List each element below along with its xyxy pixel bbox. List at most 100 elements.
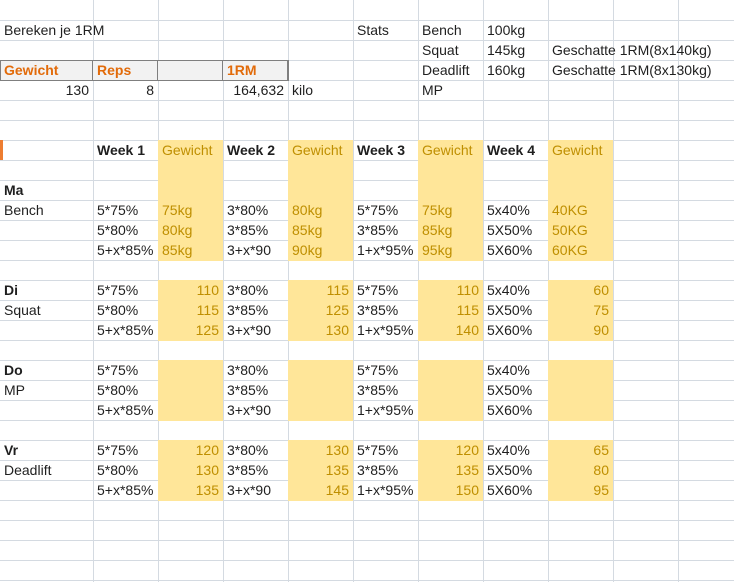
weight-cell-empty[interactable]	[548, 400, 613, 421]
gewicht-empty-cell[interactable]	[158, 160, 223, 181]
exercise-label-deadlift[interactable]: Deadlift	[4, 462, 52, 478]
week4-header[interactable]: Week 4	[487, 142, 535, 158]
gewicht-empty-cell[interactable]	[418, 160, 483, 181]
weight-cell[interactable]: 125	[158, 320, 223, 341]
weight-cell-empty[interactable]	[158, 380, 223, 401]
weight-cell[interactable]: 75	[548, 300, 613, 321]
set-scheme-cell[interactable]: 5*80%	[97, 462, 139, 478]
input-gewicht-value[interactable]: 130	[65, 82, 89, 98]
input-reps-value[interactable]: 8	[146, 82, 154, 98]
set-scheme-cell[interactable]: 1+x*95%	[357, 322, 414, 338]
set-scheme-cell[interactable]: 3*80%	[227, 202, 269, 218]
calculated-1rm-value[interactable]: 164,632	[233, 82, 284, 98]
weight-cell[interactable]: 50KG	[548, 220, 613, 241]
weight-cell[interactable]: 130	[288, 440, 353, 461]
weight-cell[interactable]: 85kg	[158, 240, 223, 261]
week2-gewicht-header[interactable]: Gewicht	[288, 140, 353, 161]
weight-cell-empty[interactable]	[418, 400, 483, 421]
gewicht-empty-cell[interactable]	[548, 180, 613, 201]
gewicht-empty-cell[interactable]	[158, 180, 223, 201]
stats-deadlift-estimate[interactable]: Geschatte 1RM(8x130kg)	[552, 62, 712, 78]
calc-header-reps[interactable]: Reps	[93, 60, 158, 81]
weight-cell-empty[interactable]	[288, 360, 353, 381]
weight-cell[interactable]: 115	[288, 280, 353, 301]
calc-header-1rm[interactable]: 1RM	[223, 60, 288, 81]
exercise-label-bench[interactable]: Bench	[4, 202, 44, 218]
set-scheme-cell[interactable]: 5x40%	[487, 442, 530, 458]
set-scheme-cell[interactable]: 3+x*90	[227, 242, 271, 258]
set-scheme-cell[interactable]: 5+x*85%	[97, 242, 154, 258]
kilo-unit-label[interactable]: kilo	[292, 82, 314, 98]
week1-header[interactable]: Week 1	[97, 142, 145, 158]
exercise-label-mp[interactable]: MP	[4, 382, 25, 398]
sheet-title[interactable]: Bereken je 1RM	[4, 22, 105, 38]
set-scheme-cell[interactable]: 5X60%	[487, 482, 533, 498]
weight-cell[interactable]: 60	[548, 280, 613, 301]
weight-cell[interactable]: 95	[548, 480, 613, 501]
set-scheme-cell[interactable]: 1+x*95%	[357, 242, 414, 258]
set-scheme-cell[interactable]: 5X60%	[487, 402, 533, 418]
weight-cell-empty[interactable]	[548, 360, 613, 381]
week3-header[interactable]: Week 3	[357, 142, 405, 158]
weight-cell[interactable]: 75kg	[158, 200, 223, 221]
set-scheme-cell[interactable]: 3*85%	[227, 302, 269, 318]
weight-cell-empty[interactable]	[548, 380, 613, 401]
weight-cell[interactable]: 135	[418, 460, 483, 481]
calc-header-blank[interactable]	[158, 60, 223, 81]
day-label-ma[interactable]: Ma	[4, 182, 24, 198]
set-scheme-cell[interactable]: 5+x*85%	[97, 322, 154, 338]
stats-squat-weight[interactable]: 145kg	[487, 42, 526, 58]
set-scheme-cell[interactable]: 5x40%	[487, 202, 530, 218]
weight-cell[interactable]: 130	[158, 460, 223, 481]
weight-cell[interactable]: 85kg	[418, 220, 483, 241]
set-scheme-cell[interactable]: 5*75%	[97, 442, 139, 458]
weight-cell[interactable]: 115	[418, 300, 483, 321]
set-scheme-cell[interactable]: 5+x*85%	[97, 402, 154, 418]
set-scheme-cell[interactable]: 5*80%	[97, 302, 139, 318]
weight-cell-empty[interactable]	[418, 360, 483, 381]
weight-cell-empty[interactable]	[418, 380, 483, 401]
set-scheme-cell[interactable]: 3*85%	[227, 462, 269, 478]
set-scheme-cell[interactable]: 5X50%	[487, 222, 533, 238]
weight-cell[interactable]: 120	[158, 440, 223, 461]
stats-deadlift-weight[interactable]: 160kg	[487, 62, 526, 78]
set-scheme-cell[interactable]: 1+x*95%	[357, 402, 414, 418]
weight-cell[interactable]: 80kg	[288, 200, 353, 221]
weight-cell-empty[interactable]	[158, 400, 223, 421]
weight-cell[interactable]: 135	[288, 460, 353, 481]
weight-cell[interactable]: 90	[548, 320, 613, 341]
weight-cell[interactable]: 110	[418, 280, 483, 301]
set-scheme-cell[interactable]: 3+x*90	[227, 402, 271, 418]
set-scheme-cell[interactable]: 5*80%	[97, 382, 139, 398]
gewicht-empty-cell[interactable]	[418, 180, 483, 201]
weight-cell[interactable]: 90kg	[288, 240, 353, 261]
week1-gewicht-header[interactable]: Gewicht	[158, 140, 223, 161]
set-scheme-cell[interactable]: 5*75%	[357, 202, 399, 218]
set-scheme-cell[interactable]: 5*75%	[97, 362, 139, 378]
weight-cell[interactable]: 115	[158, 300, 223, 321]
weight-cell[interactable]: 60KG	[548, 240, 613, 261]
set-scheme-cell[interactable]: 5x40%	[487, 282, 530, 298]
weight-cell[interactable]: 145	[288, 480, 353, 501]
set-scheme-cell[interactable]: 3+x*90	[227, 482, 271, 498]
set-scheme-cell[interactable]: 5X50%	[487, 462, 533, 478]
gewicht-empty-cell[interactable]	[288, 160, 353, 181]
weight-cell[interactable]: 140	[418, 320, 483, 341]
weight-cell[interactable]: 75kg	[418, 200, 483, 221]
week2-header[interactable]: Week 2	[227, 142, 275, 158]
stats-squat-name[interactable]: Squat	[422, 42, 459, 58]
weight-cell[interactable]: 40KG	[548, 200, 613, 221]
gewicht-empty-cell[interactable]	[548, 160, 613, 181]
weight-cell[interactable]: 80kg	[158, 220, 223, 241]
weight-cell-empty[interactable]	[288, 400, 353, 421]
set-scheme-cell[interactable]: 5X60%	[487, 322, 533, 338]
exercise-label-squat[interactable]: Squat	[4, 302, 41, 318]
set-scheme-cell[interactable]: 3*85%	[227, 382, 269, 398]
weight-cell[interactable]: 85kg	[288, 220, 353, 241]
weight-cell[interactable]: 125	[288, 300, 353, 321]
day-label-vr[interactable]: Vr	[4, 442, 19, 458]
set-scheme-cell[interactable]: 5x40%	[487, 362, 530, 378]
week4-gewicht-header[interactable]: Gewicht	[548, 140, 613, 161]
set-scheme-cell[interactable]: 5*75%	[97, 282, 139, 298]
day-label-do[interactable]: Do	[4, 362, 23, 378]
